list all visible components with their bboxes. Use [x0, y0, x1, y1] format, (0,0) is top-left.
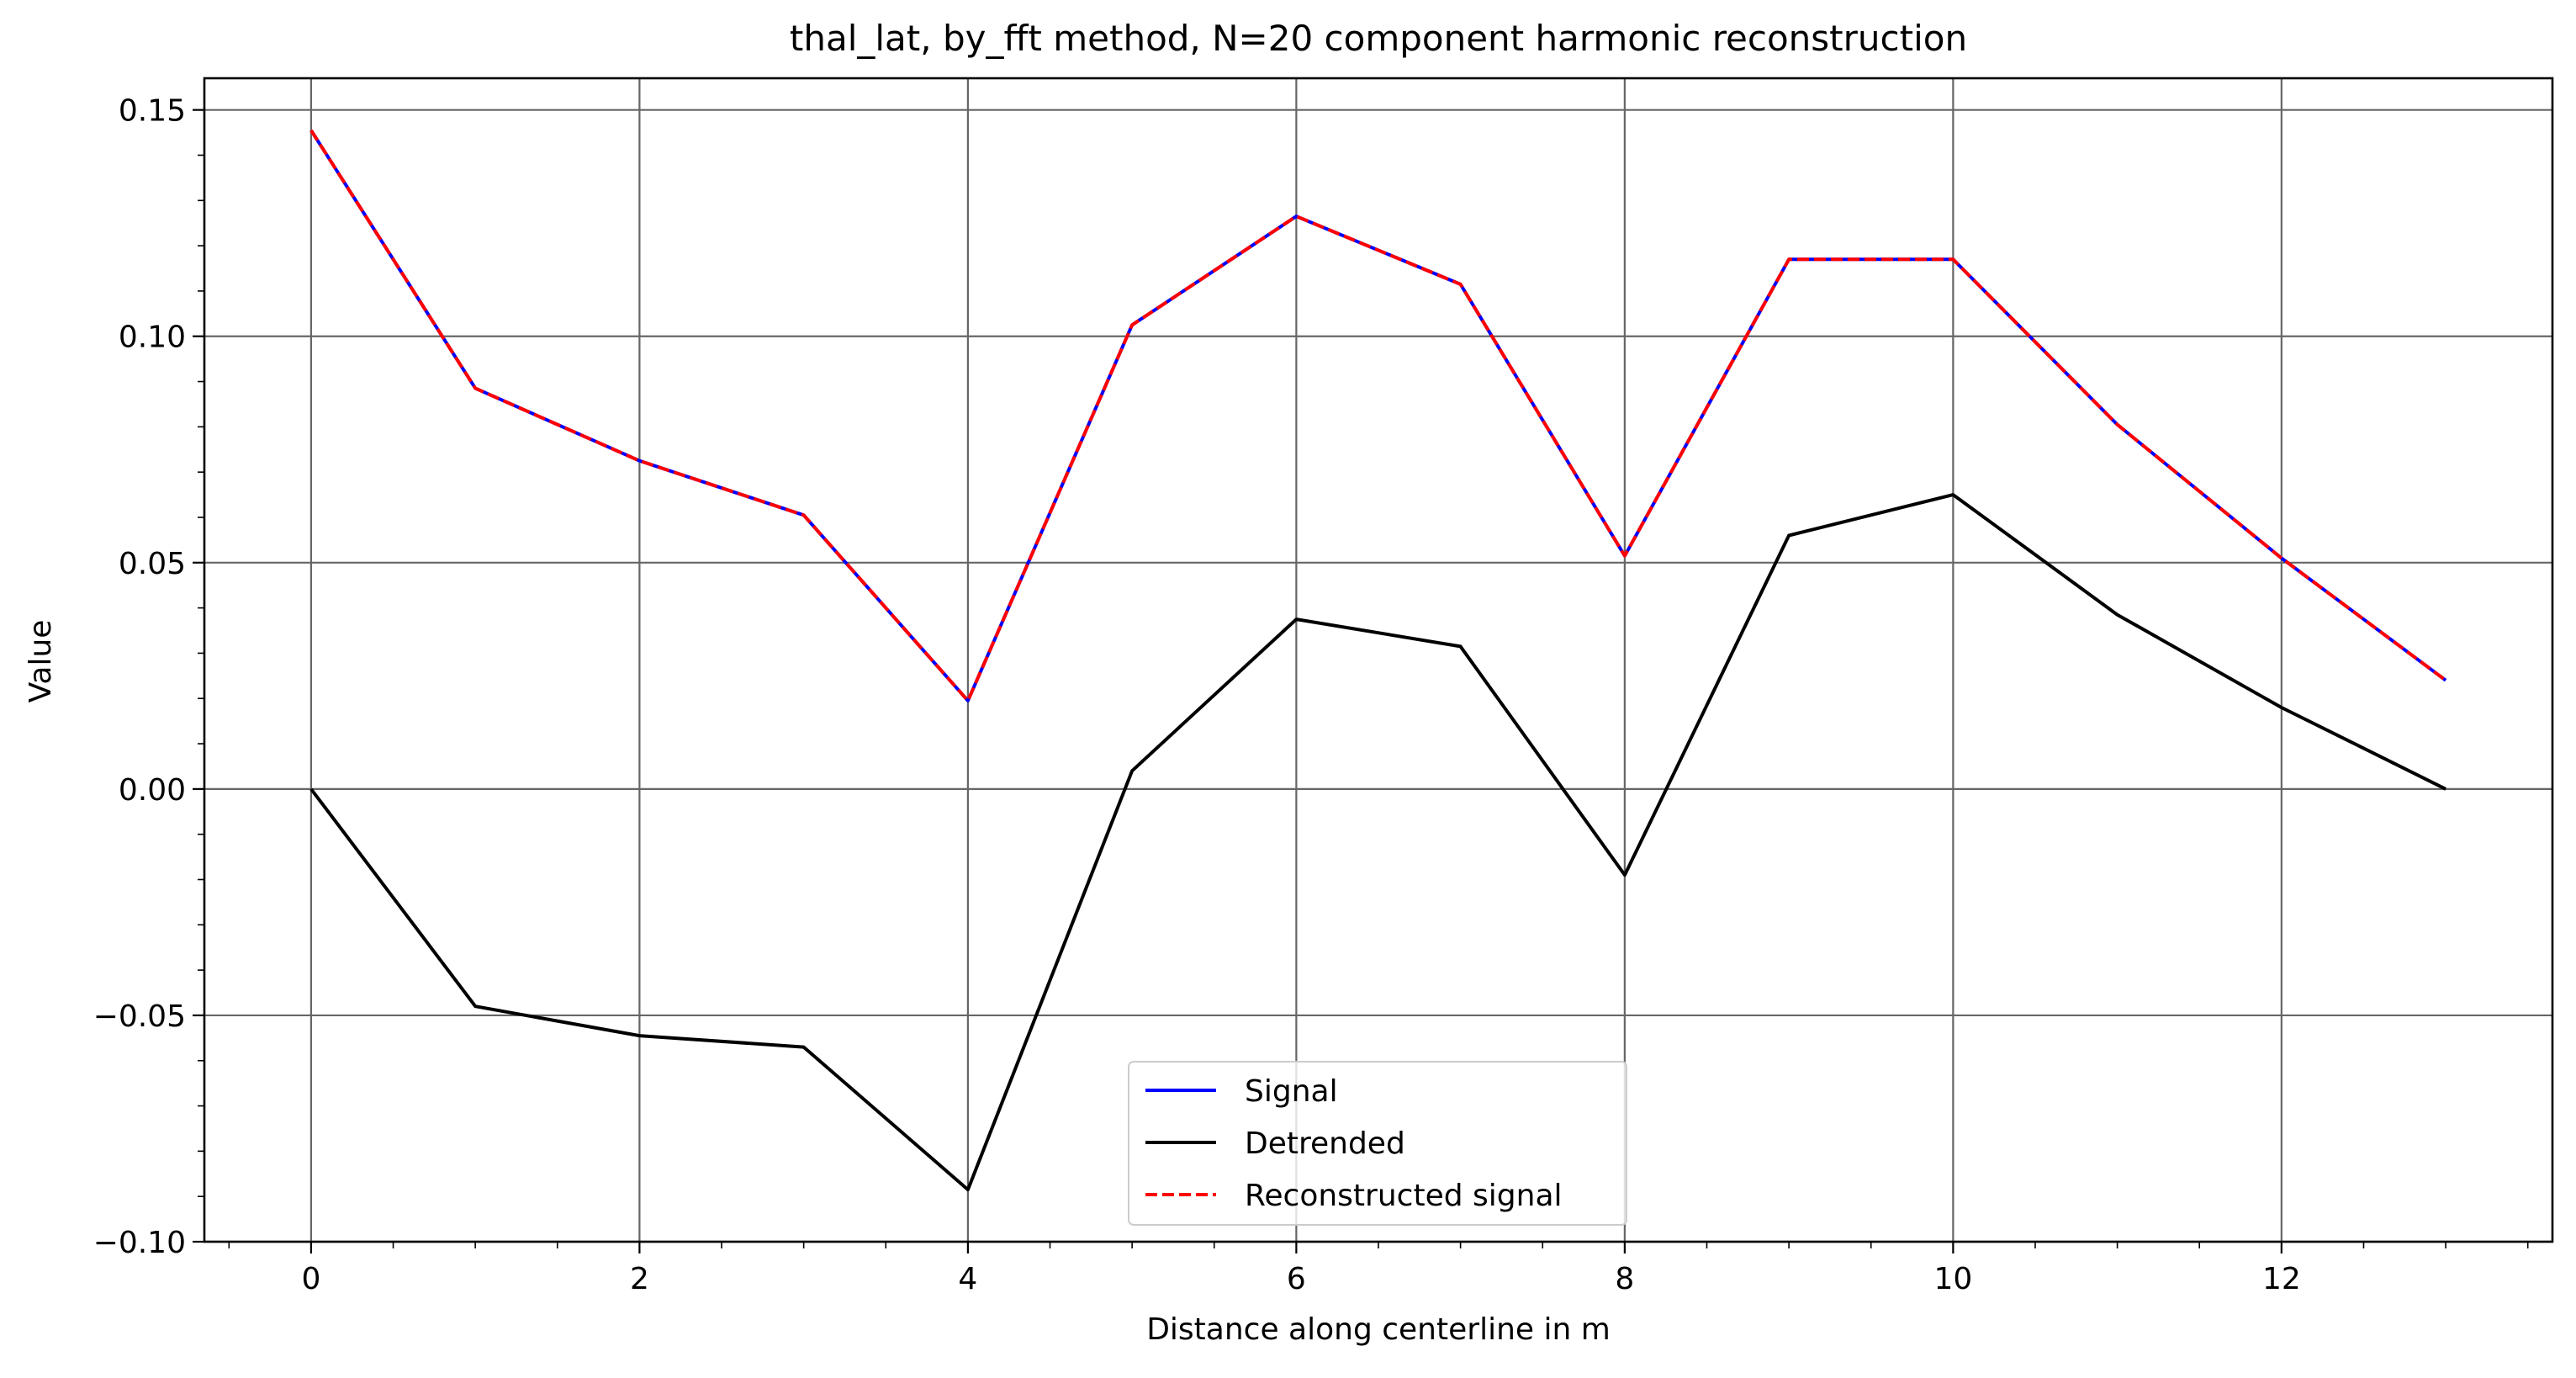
- legend-label-detrended: Detrended: [1245, 1126, 1405, 1161]
- reconstructed-signal-series-line: [309, 129, 2447, 702]
- y-tick-label: 0.15: [119, 94, 186, 129]
- chart-title: thal_lat, by_fft method, N=20 component …: [790, 18, 1967, 59]
- x-tick-label: 12: [2262, 1262, 2301, 1296]
- legend-box: [1128, 1061, 1627, 1226]
- axis-ticks: 0 2 4 6 8 10 12 −0.10 −0.05 0.00 0.05 0.10 0.15: [93, 94, 2529, 1296]
- y-tick-label: −0.10: [93, 1226, 186, 1260]
- x-tick-label: 6: [1287, 1262, 1306, 1296]
- y-tick-label: 0.00: [119, 773, 186, 808]
- y-tick-label: −0.05: [93, 999, 186, 1034]
- y-axis-label: Value: [24, 620, 58, 703]
- x-tick-label: 10: [1933, 1262, 1972, 1296]
- legend: Signal Detrended Reconstructed signal: [1128, 1061, 1627, 1226]
- x-tick-label: 2: [630, 1262, 649, 1296]
- series-lines: [309, 129, 2447, 1192]
- y-tick-label: 0.10: [119, 321, 186, 355]
- detrended-series-line: [309, 493, 2446, 1192]
- legend-label-reconstructed-signal: Reconstructed signal: [1245, 1179, 1563, 1213]
- x-axis-label: Distance along centerline in m: [1146, 1312, 1611, 1347]
- x-tick-label: 4: [958, 1262, 977, 1296]
- y-tick-label: 0.05: [119, 547, 186, 581]
- legend-label-signal: Signal: [1245, 1074, 1338, 1109]
- x-tick-label: 8: [1615, 1262, 1634, 1296]
- x-tick-label: 0: [301, 1262, 320, 1296]
